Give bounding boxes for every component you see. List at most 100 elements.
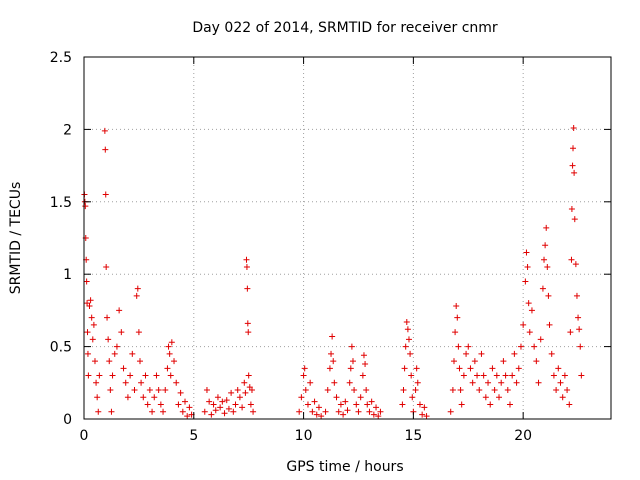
data-point [360, 352, 367, 359]
data-point [173, 379, 180, 386]
data-point [544, 263, 551, 270]
data-point [151, 394, 158, 401]
data-point [419, 411, 426, 418]
data-point [471, 358, 478, 365]
x-tick-label: 10 [295, 428, 313, 444]
data-point [135, 329, 142, 336]
data-point [548, 350, 555, 357]
data-point [363, 387, 370, 394]
data-point [450, 358, 457, 365]
data-point [146, 387, 153, 394]
data-point [106, 358, 113, 365]
data-point [330, 358, 337, 365]
data-point [404, 326, 411, 333]
data-point [489, 365, 496, 372]
data-point [155, 387, 162, 394]
data-point [212, 407, 219, 414]
data-point [465, 343, 472, 350]
chart-title: Day 022 of 2014, SRMTID for receiver cnm… [192, 20, 498, 36]
data-point [522, 278, 529, 285]
data-point [485, 379, 492, 386]
data-point [300, 372, 307, 379]
data-point [559, 394, 566, 401]
data-point [230, 408, 237, 415]
data-point [469, 379, 476, 386]
data-point [149, 408, 156, 415]
data-point [400, 387, 407, 394]
data-point [348, 343, 355, 350]
data-point [541, 256, 548, 263]
x-tick-label: 5 [189, 428, 198, 444]
data-point [353, 401, 360, 408]
data-point [315, 404, 322, 411]
data-point [210, 401, 217, 408]
data-point [201, 408, 208, 415]
data-point [313, 411, 320, 418]
data-point [107, 387, 114, 394]
data-point [217, 404, 224, 411]
data-point [127, 372, 134, 379]
data-point [401, 365, 408, 372]
data-point [535, 379, 542, 386]
data-point [405, 336, 412, 343]
data-point [311, 398, 318, 405]
data-point [528, 307, 535, 314]
data-point [113, 343, 120, 350]
data-point [164, 365, 171, 372]
data-point [557, 379, 564, 386]
data-point [491, 387, 498, 394]
data-point [96, 372, 103, 379]
data-point [414, 379, 421, 386]
data-point [357, 394, 364, 401]
data-point [228, 389, 235, 396]
data-point [333, 394, 340, 401]
data-point [526, 329, 533, 336]
axis-ticks: 0 0.5 1 1.5 2 2.5 0 5 10 15 20 [50, 50, 611, 444]
data-point [531, 343, 538, 350]
data-point [241, 379, 248, 386]
data-point [570, 124, 577, 131]
data-point [236, 394, 243, 401]
data-point [571, 216, 578, 223]
data-point [515, 365, 522, 372]
y-tick-label: 1 [63, 267, 72, 283]
data-point [234, 387, 241, 394]
data-point [225, 405, 232, 412]
data-point [342, 398, 349, 405]
data-point [359, 372, 366, 379]
data-point [162, 387, 169, 394]
y-tick-label: 2.5 [50, 50, 72, 66]
data-point [487, 401, 494, 408]
data-point [206, 398, 213, 405]
data-point [177, 389, 184, 396]
data-point [171, 358, 178, 365]
data-point [523, 249, 530, 256]
data-point [244, 320, 251, 327]
data-point [304, 401, 311, 408]
data-point [168, 339, 175, 346]
data-point [452, 329, 459, 336]
data-point [454, 314, 461, 321]
data-point [324, 387, 331, 394]
data-point [109, 372, 116, 379]
data-point [561, 372, 568, 379]
y-tick-label: 1.5 [50, 195, 72, 211]
grid [84, 57, 611, 419]
data-point [355, 408, 362, 415]
data-point [458, 401, 465, 408]
data-point [575, 314, 582, 321]
data-point [85, 372, 92, 379]
x-tick-label: 0 [80, 428, 89, 444]
data-point [520, 321, 527, 328]
data-point [182, 398, 189, 405]
data-point [84, 329, 91, 336]
data-point [409, 394, 416, 401]
data-point [86, 303, 93, 310]
data-point [453, 303, 460, 310]
data-point [509, 372, 516, 379]
data-point [457, 387, 464, 394]
data-point [219, 398, 226, 405]
data-point [546, 321, 553, 328]
data-point [328, 350, 335, 357]
